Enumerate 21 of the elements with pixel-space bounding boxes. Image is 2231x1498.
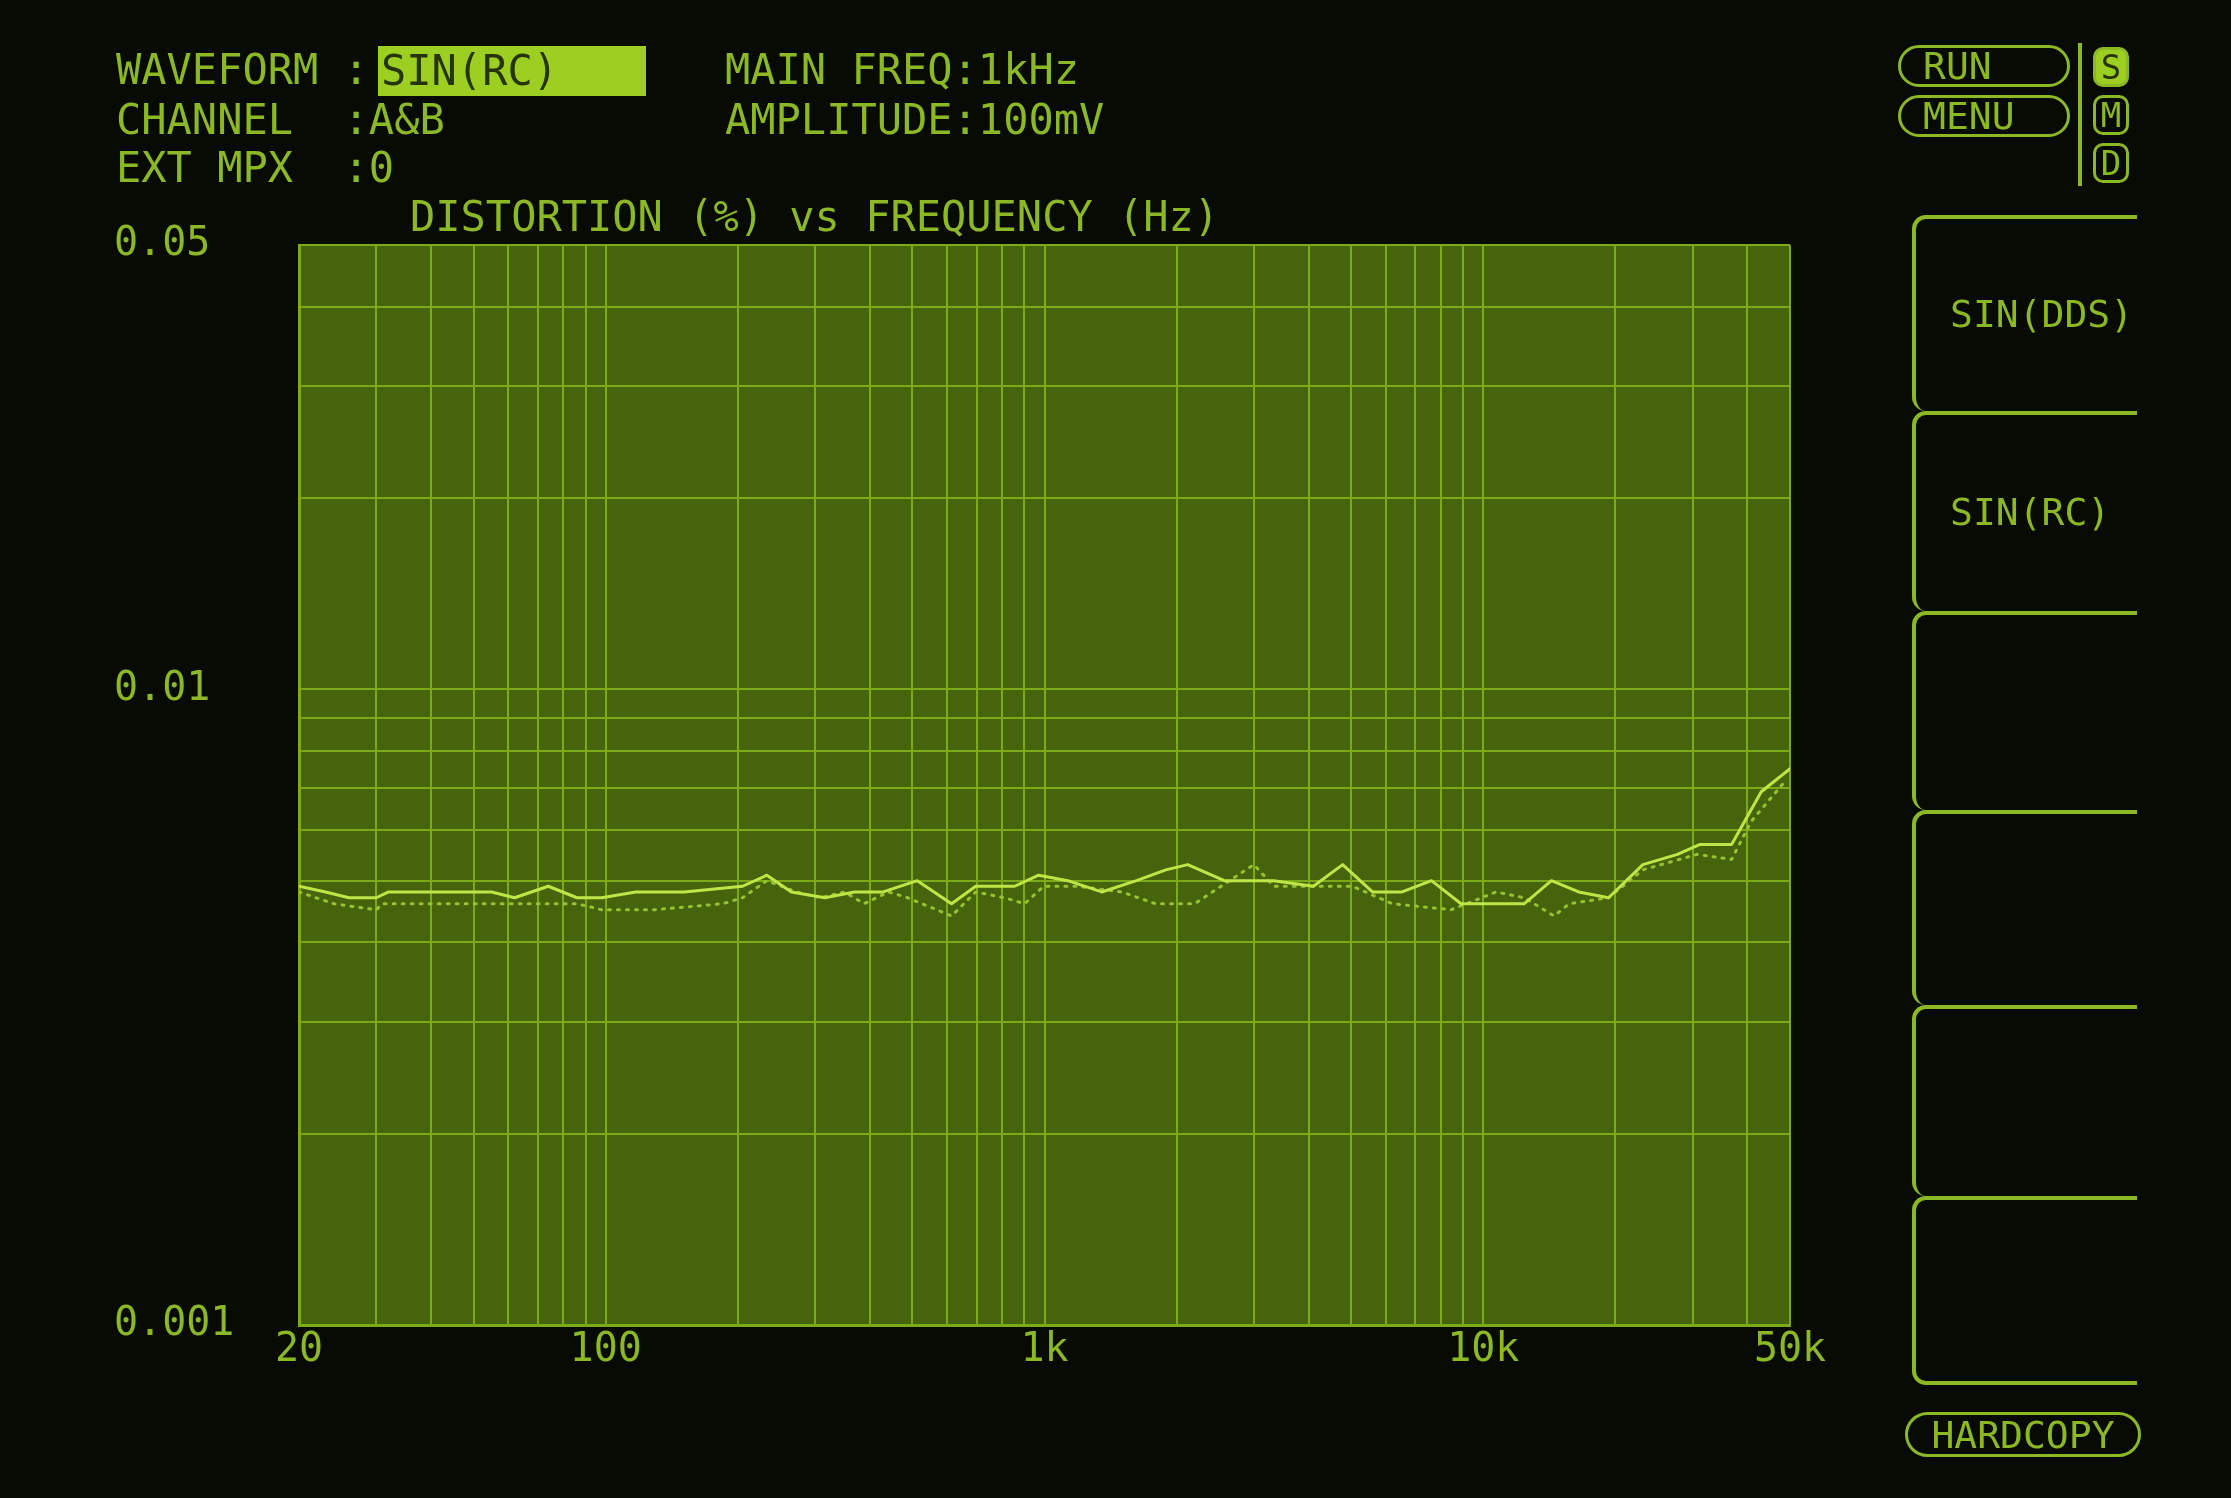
chart-title: DISTORTION (%) vs FREQUENCY (Hz) — [410, 191, 1220, 243]
text: WAVEFORM : — [116, 44, 369, 96]
letter-badge: D — [2093, 143, 2129, 183]
rounded-button: HARDCOPY — [1905, 1412, 2141, 1457]
highlight-box: SIN(RC) — [378, 46, 646, 96]
text: MAIN FREQ:1kHz — [725, 44, 1080, 96]
soft-key: SIN(DDS) — [1912, 215, 2137, 411]
x-tick-label: 20 — [274, 1324, 324, 1371]
x-tick-label: 1k — [1020, 1324, 1069, 1371]
rounded-button: RUN — [1898, 45, 2070, 87]
text: AMPLITUDE:100mV — [725, 94, 1105, 146]
letter-badge: S — [2093, 47, 2129, 87]
letter-badge: M — [2093, 95, 2129, 135]
rounded-button: MENU — [1898, 95, 2070, 137]
x-tick-label: 10k — [1447, 1324, 1520, 1371]
y-tick-label: 0.01 — [114, 662, 211, 709]
y-tick-label: 0.001 — [114, 1298, 235, 1345]
y-tick-label: 0.05 — [114, 218, 211, 265]
x-tick-label: 100 — [569, 1324, 642, 1371]
x-tick-label: 50k — [1753, 1324, 1827, 1371]
soft-key: SIN(RC) — [1912, 411, 2137, 611]
